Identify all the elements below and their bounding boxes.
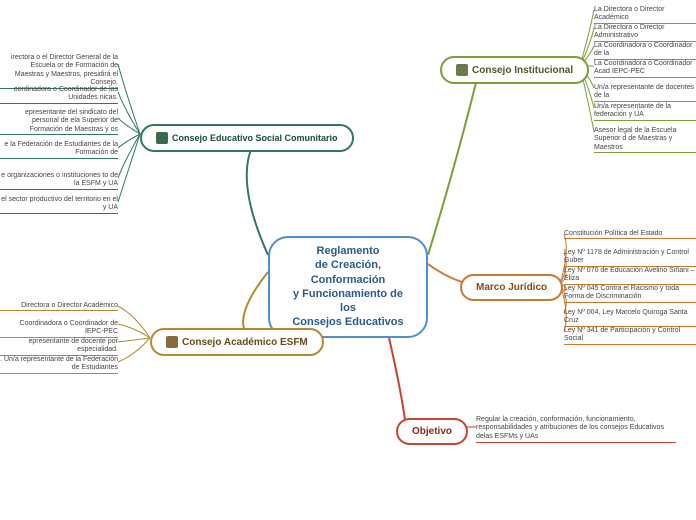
branch-consejo-institucional: Consejo Institucional: [440, 56, 589, 84]
group-icon: [156, 132, 168, 144]
leaf-item: La Directora o Director Administrativo: [594, 24, 696, 41]
root-title: Reglamento de Creación, Conformación y F…: [284, 244, 412, 330]
leaf-item: e organizaciones o instituciones to de l…: [0, 172, 118, 189]
leaf-item: epresentante de docente por especialidad…: [0, 338, 118, 355]
branch-label: Consejo Educativo Social Comunitario: [172, 133, 338, 143]
leaf-item: Ley Nº 341 de Participación y Control So…: [564, 327, 696, 344]
branch-label: Consejo Académico ESFM: [182, 337, 308, 348]
leaf-item: Ley Nº 070 de Educación Avelino Siñani –…: [564, 267, 696, 284]
branch-label: Objetivo: [412, 426, 452, 437]
people-icon: [456, 64, 468, 76]
root-node: Reglamento de Creación, Conformación y F…: [268, 236, 428, 338]
leaf-text: Regular la creación, conformación, funci…: [476, 416, 664, 440]
leaf-item: La Directora o Director Académico: [594, 6, 696, 23]
leaf-item: Directora o Director Académico: [0, 302, 118, 310]
leaf-item: . Un/a representante de la Federación de…: [0, 356, 118, 373]
person-icon: [166, 336, 178, 348]
leaf-item: La Coordinadora o Coordinador Acad IEPC-…: [594, 60, 696, 77]
leaf-item: e la Federación de Estudiantes de la For…: [0, 141, 118, 158]
leaf-item: irectora o el Director General de la Esc…: [0, 54, 118, 88]
objetivo-text: Regular la creación, conformación, funci…: [476, 416, 676, 441]
leaf-item: Un/a representante de docentes de la: [594, 84, 696, 101]
leaf-item: La Coordinadora o Coordinador de la: [594, 42, 696, 59]
branch-objetivo: Objetivo: [396, 418, 468, 445]
leaf-item: Ley Nº 004, Ley Marcelo Quiroga Santa Cr…: [564, 309, 696, 326]
leaf-item: Ley Nº 045 Contra el Racismo y toda Form…: [564, 285, 696, 302]
branch-consejo-academico: Consejo Académico ESFM: [150, 328, 324, 356]
branch-marco-juridico: Marco Jurídico: [460, 274, 563, 301]
leaf-item: Asesor legal de la Escuela Superior d de…: [594, 127, 696, 152]
leaf-item: epresentante del sindicato del personal …: [0, 109, 118, 134]
leaf-item: Constitución Política del Estado: [564, 230, 696, 238]
leaf-item: Un/a representante de la federación y UA: [594, 103, 696, 120]
leaf-item: Coordinadora o Coordinador de IEPC-PEC: [0, 320, 118, 337]
leaf-item: oordinadora o Coordinador de las Unidade…: [0, 86, 118, 103]
leaf-item: el sector productivo del territorio en e…: [0, 196, 118, 213]
branch-label: Consejo Institucional: [472, 65, 573, 76]
leaf-item: Ley Nº 1178 de Administración y Control …: [564, 249, 696, 266]
branch-label: Marco Jurídico: [476, 282, 547, 293]
branch-consejo-educativo: Consejo Educativo Social Comunitario: [140, 124, 354, 152]
